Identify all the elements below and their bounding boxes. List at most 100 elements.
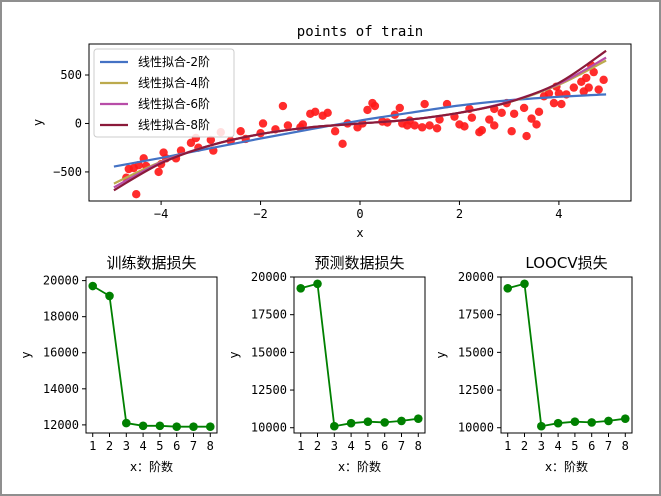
loss-panel-1: 1 2 3 4 5 6 7 8 12000 14000 16000 18000 20000 训练数据损失 x…: [19, 254, 218, 474]
loss-panel-2: 1 2 3 4 5 6 7 8 10000 12500 15000 17500 20000 预测数据损失 x…: [227, 254, 426, 474]
x-axis-label: x：阶数: [545, 459, 588, 474]
loss-marker: [105, 291, 114, 301]
y-tick-label: 10000: [458, 421, 494, 435]
data-point: [410, 121, 419, 130]
chart-title: LOOCV损失: [525, 254, 607, 272]
loss-line: [300, 282, 419, 428]
chart-title: 训练数据损失: [106, 254, 196, 272]
data-point: [129, 163, 138, 173]
x-tick-label: 1: [89, 439, 96, 453]
loss-marker: [604, 416, 613, 426]
loss-marker: [520, 279, 529, 289]
y-tick-label: 12500: [458, 383, 494, 397]
y-tick-label: 15000: [458, 345, 494, 359]
y-tick-label: 14000: [43, 382, 79, 396]
loss-marker: [570, 417, 580, 426]
loss-line: [92, 285, 211, 428]
data-point: [485, 115, 494, 124]
x-tick-label: 8: [622, 439, 629, 453]
y-axis-label: y: [31, 119, 45, 126]
x-tick-label: 1: [504, 439, 511, 453]
plot-frame: [293, 276, 426, 434]
data-point: [236, 127, 245, 136]
loss-marker: [537, 421, 546, 431]
x-tick-label: 7: [190, 439, 197, 453]
data-point: [132, 190, 141, 199]
plot-frame: [88, 43, 632, 202]
loss-marker: [296, 284, 306, 293]
data-point: [278, 101, 288, 111]
chart-title: 预测数据损失: [314, 254, 404, 272]
data-point: [584, 83, 593, 92]
y-tick-label: 16000: [43, 346, 79, 360]
data-point: [363, 105, 372, 115]
data-point: [435, 115, 444, 124]
data-point: [395, 103, 404, 113]
data-point: [527, 114, 536, 123]
y-tick-label: 18000: [43, 310, 79, 324]
y-tick-label: 500: [60, 68, 82, 82]
loss-marker: [138, 421, 148, 431]
x-tick-label: −4: [154, 207, 168, 221]
data-point: [425, 121, 434, 130]
legend-box: [93, 48, 235, 138]
x-tick-label: 2: [106, 439, 113, 453]
y-tick-label: 17500: [251, 308, 287, 322]
loss-marker: [313, 279, 322, 289]
loss-marker: [172, 422, 181, 431]
loss-marker: [122, 418, 131, 428]
x-tick-label: 2: [314, 439, 321, 453]
legend-label: 线性拟合-2阶: [138, 54, 210, 69]
plot-frame: [500, 276, 633, 434]
loss-marker: [330, 421, 339, 431]
loss-marker: [503, 284, 513, 293]
loss-marker: [155, 421, 165, 431]
y-tick-label: 12000: [43, 418, 79, 432]
loss-marker: [587, 418, 596, 427]
y-axis-label: y: [227, 351, 241, 358]
y-axis-label: y: [19, 351, 33, 358]
data-point: [477, 126, 487, 135]
loss-line: [507, 282, 626, 428]
loss-marker: [189, 422, 198, 431]
data-point: [467, 113, 477, 122]
y-tick-label: 20000: [43, 274, 79, 288]
data-point: [298, 120, 308, 129]
x-tick-label: 4: [555, 207, 562, 221]
x-tick-label: 5: [364, 439, 371, 453]
data-point: [283, 121, 293, 130]
loss-marker: [380, 418, 389, 427]
data-point: [534, 107, 544, 117]
legend-label: 线性拟合-6阶: [138, 96, 210, 111]
loss-marker: [205, 422, 215, 431]
data-point: [432, 124, 442, 133]
x-tick-label: 4: [347, 439, 354, 453]
data-point: [311, 107, 320, 117]
data-point: [522, 131, 531, 141]
data-point: [330, 127, 340, 136]
x-tick-label: 6: [173, 439, 180, 453]
x-tick-label: 6: [588, 439, 595, 453]
data-point: [594, 85, 603, 94]
fit-line-1: [113, 93, 607, 168]
data-point: [582, 73, 591, 83]
data-point: [154, 167, 163, 177]
loss-marker: [397, 416, 406, 426]
data-point: [532, 120, 541, 129]
x-tick-label: 2: [456, 207, 463, 221]
x-tick-label: 8: [415, 439, 422, 453]
x-axis-label: x：阶数: [130, 459, 173, 474]
x-tick-label: 3: [538, 439, 545, 453]
x-tick-label: 5: [571, 439, 578, 453]
chart-title: points of train: [297, 24, 423, 40]
loss-marker: [88, 281, 98, 291]
data-point: [509, 109, 519, 118]
loss-marker: [413, 414, 423, 423]
data-point: [549, 98, 559, 108]
x-axis-label: x：阶数: [338, 459, 381, 474]
legend-label: 线性拟合-4阶: [138, 75, 210, 90]
y-tick-label: 10000: [251, 421, 287, 435]
